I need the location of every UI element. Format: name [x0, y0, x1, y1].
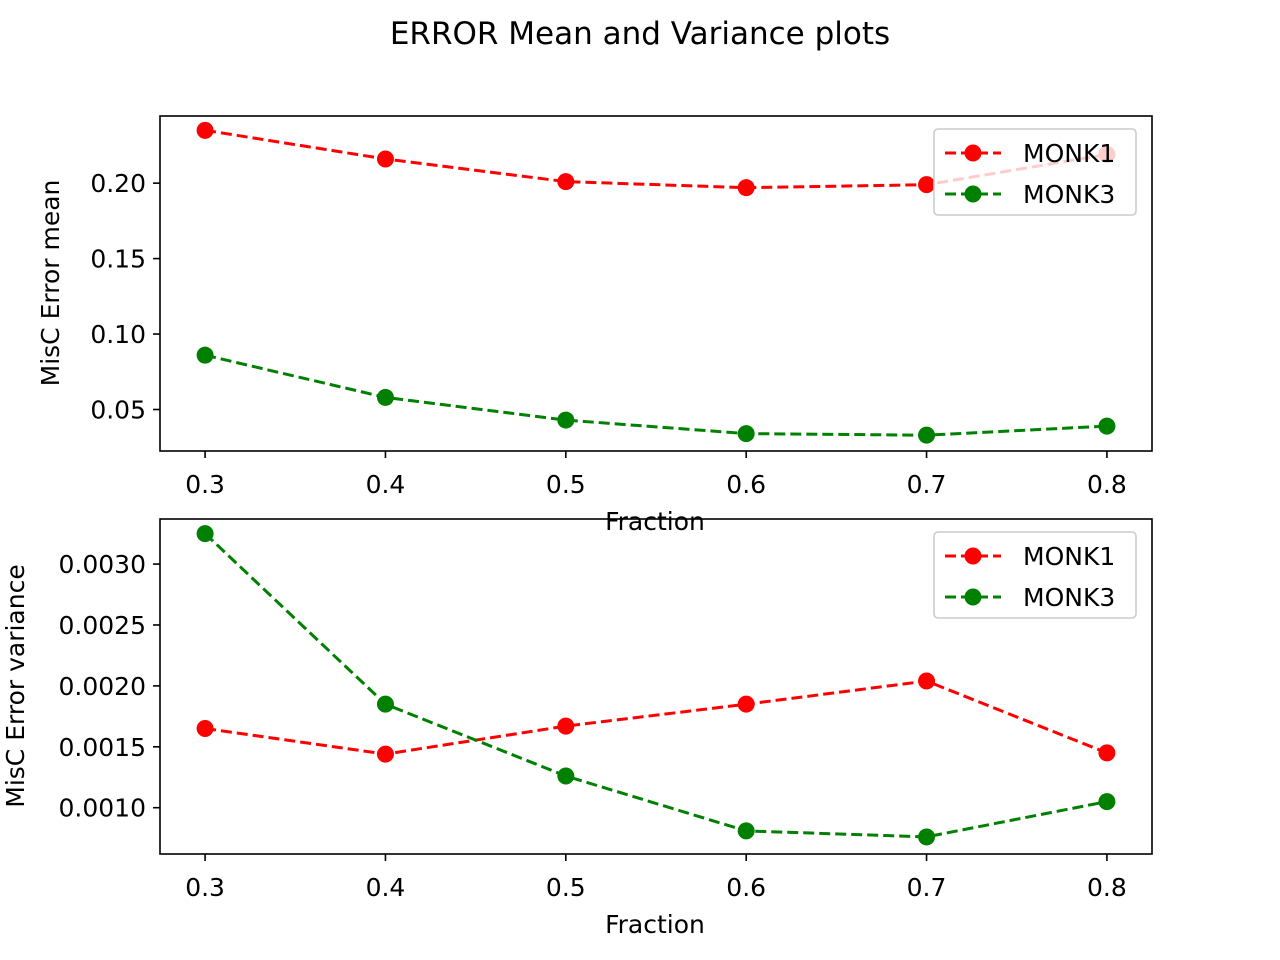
mean-monk3-point — [376, 388, 394, 406]
mean-xtick-label: 0.4 — [366, 470, 406, 499]
variance-monk1-point — [737, 695, 755, 713]
mean-monk1-point — [196, 121, 214, 139]
variance-legend-monk3-marker — [964, 588, 982, 606]
variance-legend-monk3-label: MONK3 — [1023, 583, 1115, 612]
mean-monk1-point — [918, 176, 936, 194]
mean-monk3-point — [196, 346, 214, 364]
variance-ytick-label: 0.0025 — [59, 611, 146, 640]
variance-ytick-label: 0.0030 — [59, 550, 146, 579]
mean-monk3-point — [737, 425, 755, 443]
variance-xtick-label: 0.8 — [1087, 873, 1127, 902]
figure-title: ERROR Mean and Variance plots — [390, 16, 890, 52]
mean-legend-monk1-label: MONK1 — [1023, 139, 1115, 168]
variance-xtick-label: 0.6 — [726, 873, 766, 902]
mean-xlabel: Fraction — [605, 507, 705, 536]
variance-ytick-label: 0.0010 — [59, 794, 146, 823]
mean-axes-frame — [159, 115, 1153, 452]
mean-xtick-label: 0.7 — [907, 470, 947, 499]
variance-monk1-point — [196, 720, 214, 738]
variance-monk3-point — [376, 695, 394, 713]
mean-ytick-label: 0.20 — [90, 169, 146, 198]
mean-legend-monk1-marker — [964, 144, 982, 162]
variance-monk3-point — [1098, 793, 1116, 811]
mean-legend: MONK1 MONK3 — [933, 128, 1137, 216]
variance-axes-frame — [159, 518, 1153, 855]
mean-monk1-point — [557, 173, 575, 191]
mean-monk1-point — [737, 179, 755, 197]
mean-subplot: 0.3 0.4 0.5 0.6 0.7 0.8 0.05 0.10 0.15 0.20 Fract… — [36, 115, 1153, 536]
variance-monk1-point — [1098, 744, 1116, 762]
variance-monk1-point — [918, 672, 936, 690]
variance-monk3-line — [204, 532, 1108, 839]
variance-ytick-label: 0.0015 — [59, 733, 146, 762]
variance-xtick-label: 0.4 — [366, 873, 406, 902]
mean-monk1-point — [376, 150, 394, 168]
variance-legend: MONK1 MONK3 — [933, 531, 1137, 619]
mean-ylabel: MisC Error mean — [36, 180, 65, 387]
mean-xtick-label: 0.6 — [726, 470, 766, 499]
variance-monk3-point — [918, 828, 936, 846]
variance-plot-layer: 0.3 0.4 0.5 0.6 0.7 0.8 0.0010 0.0015 0.0020 0.00… — [59, 518, 1153, 902]
variance-legend-monk1-label: MONK1 — [1023, 542, 1115, 571]
variance-monk3-point — [196, 525, 214, 543]
variance-xtick-label: 0.5 — [546, 873, 586, 902]
mean-monk3-line — [204, 353, 1107, 437]
variance-monk1-line — [204, 679, 1108, 756]
mean-xtick-label: 0.5 — [546, 470, 586, 499]
mean-legend-monk3-label: MONK3 — [1023, 180, 1115, 209]
mean-xtick-label: 0.3 — [185, 470, 225, 499]
mean-monk3-point — [557, 411, 575, 429]
mean-xtick-label: 0.8 — [1087, 470, 1127, 499]
variance-ytick-label: 0.0020 — [59, 672, 146, 701]
variance-monk3-point — [737, 822, 755, 840]
variance-monk3-point — [557, 767, 575, 785]
variance-legend-monk1-marker — [964, 547, 982, 565]
mean-plot-layer: 0.3 0.4 0.5 0.6 0.7 0.8 0.05 0.10 0.15 0.20 — [90, 115, 1153, 499]
mean-monk3-point — [1098, 417, 1116, 435]
variance-monk1-point — [376, 745, 394, 763]
variance-subplot: 0.3 0.4 0.5 0.6 0.7 0.8 0.0010 0.0015 0.0020 0.00… — [1, 518, 1153, 939]
variance-xtick-label: 0.7 — [907, 873, 947, 902]
mean-ytick-label: 0.10 — [90, 320, 146, 349]
variance-ylabel: MisC Error variance — [1, 564, 30, 807]
variance-monk1-point — [557, 717, 575, 735]
mean-ytick-label: 0.05 — [90, 396, 146, 425]
mean-monk3-point — [918, 426, 936, 444]
variance-xlabel: Fraction — [605, 910, 705, 939]
mean-ytick-label: 0.15 — [90, 245, 146, 274]
variance-xtick-label: 0.3 — [185, 873, 225, 902]
mean-legend-monk3-marker — [964, 185, 982, 203]
